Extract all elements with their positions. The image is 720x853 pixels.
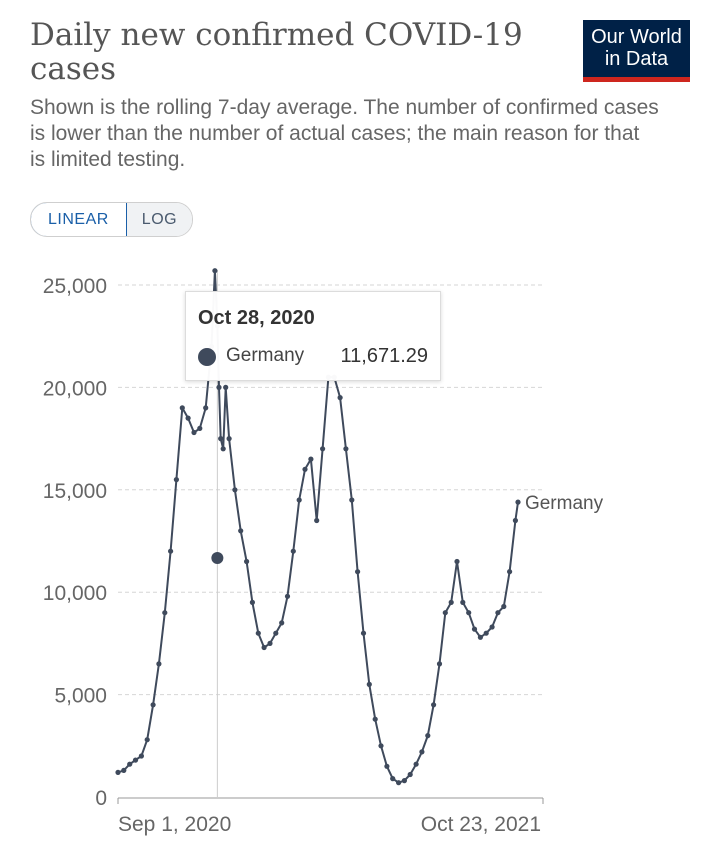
data-point — [384, 763, 390, 769]
data-point — [150, 702, 156, 708]
data-point — [296, 497, 302, 503]
data-point — [355, 569, 361, 575]
data-point — [512, 517, 519, 524]
tooltip-date: Oct 28, 2020 — [198, 307, 315, 329]
data-point — [290, 548, 296, 554]
data-point — [132, 757, 139, 763]
data-point — [168, 548, 174, 554]
data-point — [489, 624, 495, 630]
y-tick-label: 10,000 — [43, 582, 107, 605]
data-point — [212, 268, 218, 274]
data-point — [425, 733, 431, 739]
data-point — [413, 761, 419, 767]
data-point — [238, 528, 244, 534]
data-point — [314, 517, 320, 524]
data-point — [515, 499, 521, 505]
tooltip-series-dot — [198, 348, 216, 366]
data-point — [407, 771, 413, 778]
data-point — [483, 630, 489, 636]
data-point — [495, 610, 501, 616]
data-point — [173, 477, 179, 483]
hover-tooltip: Oct 28, 2020 Germany 11,671.29 — [185, 291, 441, 381]
data-point — [244, 558, 250, 565]
our-world-in-data-logo[interactable]: Our World in Data — [583, 20, 690, 82]
data-point — [273, 630, 279, 636]
tooltip-value: 11,671.29 — [340, 345, 429, 367]
y-tick-label: 15,000 — [43, 480, 107, 503]
tooltip-series-name: Germany — [226, 345, 305, 366]
data-point — [220, 446, 226, 452]
data-point — [454, 558, 460, 565]
data-point — [191, 429, 197, 436]
data-point — [197, 425, 203, 431]
data-point — [431, 702, 437, 708]
chart-subtitle: Shown is the rolling 7-day average. The … — [30, 96, 659, 171]
data-point — [360, 630, 367, 636]
data-point — [249, 599, 255, 606]
logo-accent-bar — [583, 77, 690, 82]
data-point — [279, 620, 285, 626]
x-tick-label: Oct 23, 2021 — [421, 813, 541, 836]
data-point — [366, 681, 372, 688]
data-point — [162, 610, 168, 616]
scale-toggle: LINEAR LOG — [30, 202, 194, 237]
data-point — [337, 395, 343, 401]
series-end-label: Germany — [525, 493, 604, 514]
log-scale-button[interactable]: LOG — [126, 203, 193, 236]
logo-line-1: Our World — [591, 26, 682, 48]
data-point — [226, 436, 232, 442]
y-tick-label: 25,000 — [43, 275, 107, 298]
data-point — [401, 778, 407, 784]
data-point — [203, 405, 209, 411]
data-point — [302, 466, 308, 472]
data-point — [232, 487, 238, 493]
data-point — [121, 767, 127, 774]
y-tick-label: 0 — [95, 787, 107, 810]
data-point — [144, 737, 150, 743]
data-point — [448, 599, 454, 606]
y-tick-label: 20,000 — [43, 377, 107, 400]
data-point — [308, 456, 314, 462]
data-point — [267, 640, 273, 647]
data-point — [378, 743, 384, 749]
y-tick-label: 5,000 — [54, 685, 107, 708]
data-point — [460, 599, 466, 606]
data-point — [255, 630, 261, 636]
highlighted-data-point — [211, 551, 224, 564]
data-point — [419, 749, 425, 755]
data-point — [156, 661, 162, 667]
logo-line-2: in Data — [604, 48, 669, 70]
data-point — [127, 761, 133, 767]
data-point — [436, 661, 443, 667]
data-point — [372, 716, 378, 722]
data-point — [284, 593, 291, 599]
data-point — [115, 769, 121, 776]
data-point — [466, 610, 472, 616]
data-point — [179, 405, 185, 411]
data-point — [349, 497, 355, 503]
data-point — [396, 780, 402, 786]
data-point — [390, 776, 396, 782]
data-point — [223, 384, 229, 390]
data-point — [185, 415, 191, 421]
data-point — [138, 753, 144, 759]
data-point — [218, 436, 224, 442]
data-point — [320, 446, 326, 452]
data-point — [261, 644, 267, 651]
data-point — [343, 446, 349, 452]
chart-title: Daily new confirmed COVID-19 cases — [30, 17, 523, 87]
data-point — [501, 603, 507, 610]
data-point — [477, 634, 483, 640]
data-point — [442, 610, 448, 616]
linear-scale-button[interactable]: LINEAR — [31, 203, 127, 236]
data-point — [471, 626, 478, 632]
data-point — [507, 569, 513, 575]
data-point — [216, 384, 222, 390]
x-tick-label: Sep 1, 2020 — [118, 813, 231, 836]
